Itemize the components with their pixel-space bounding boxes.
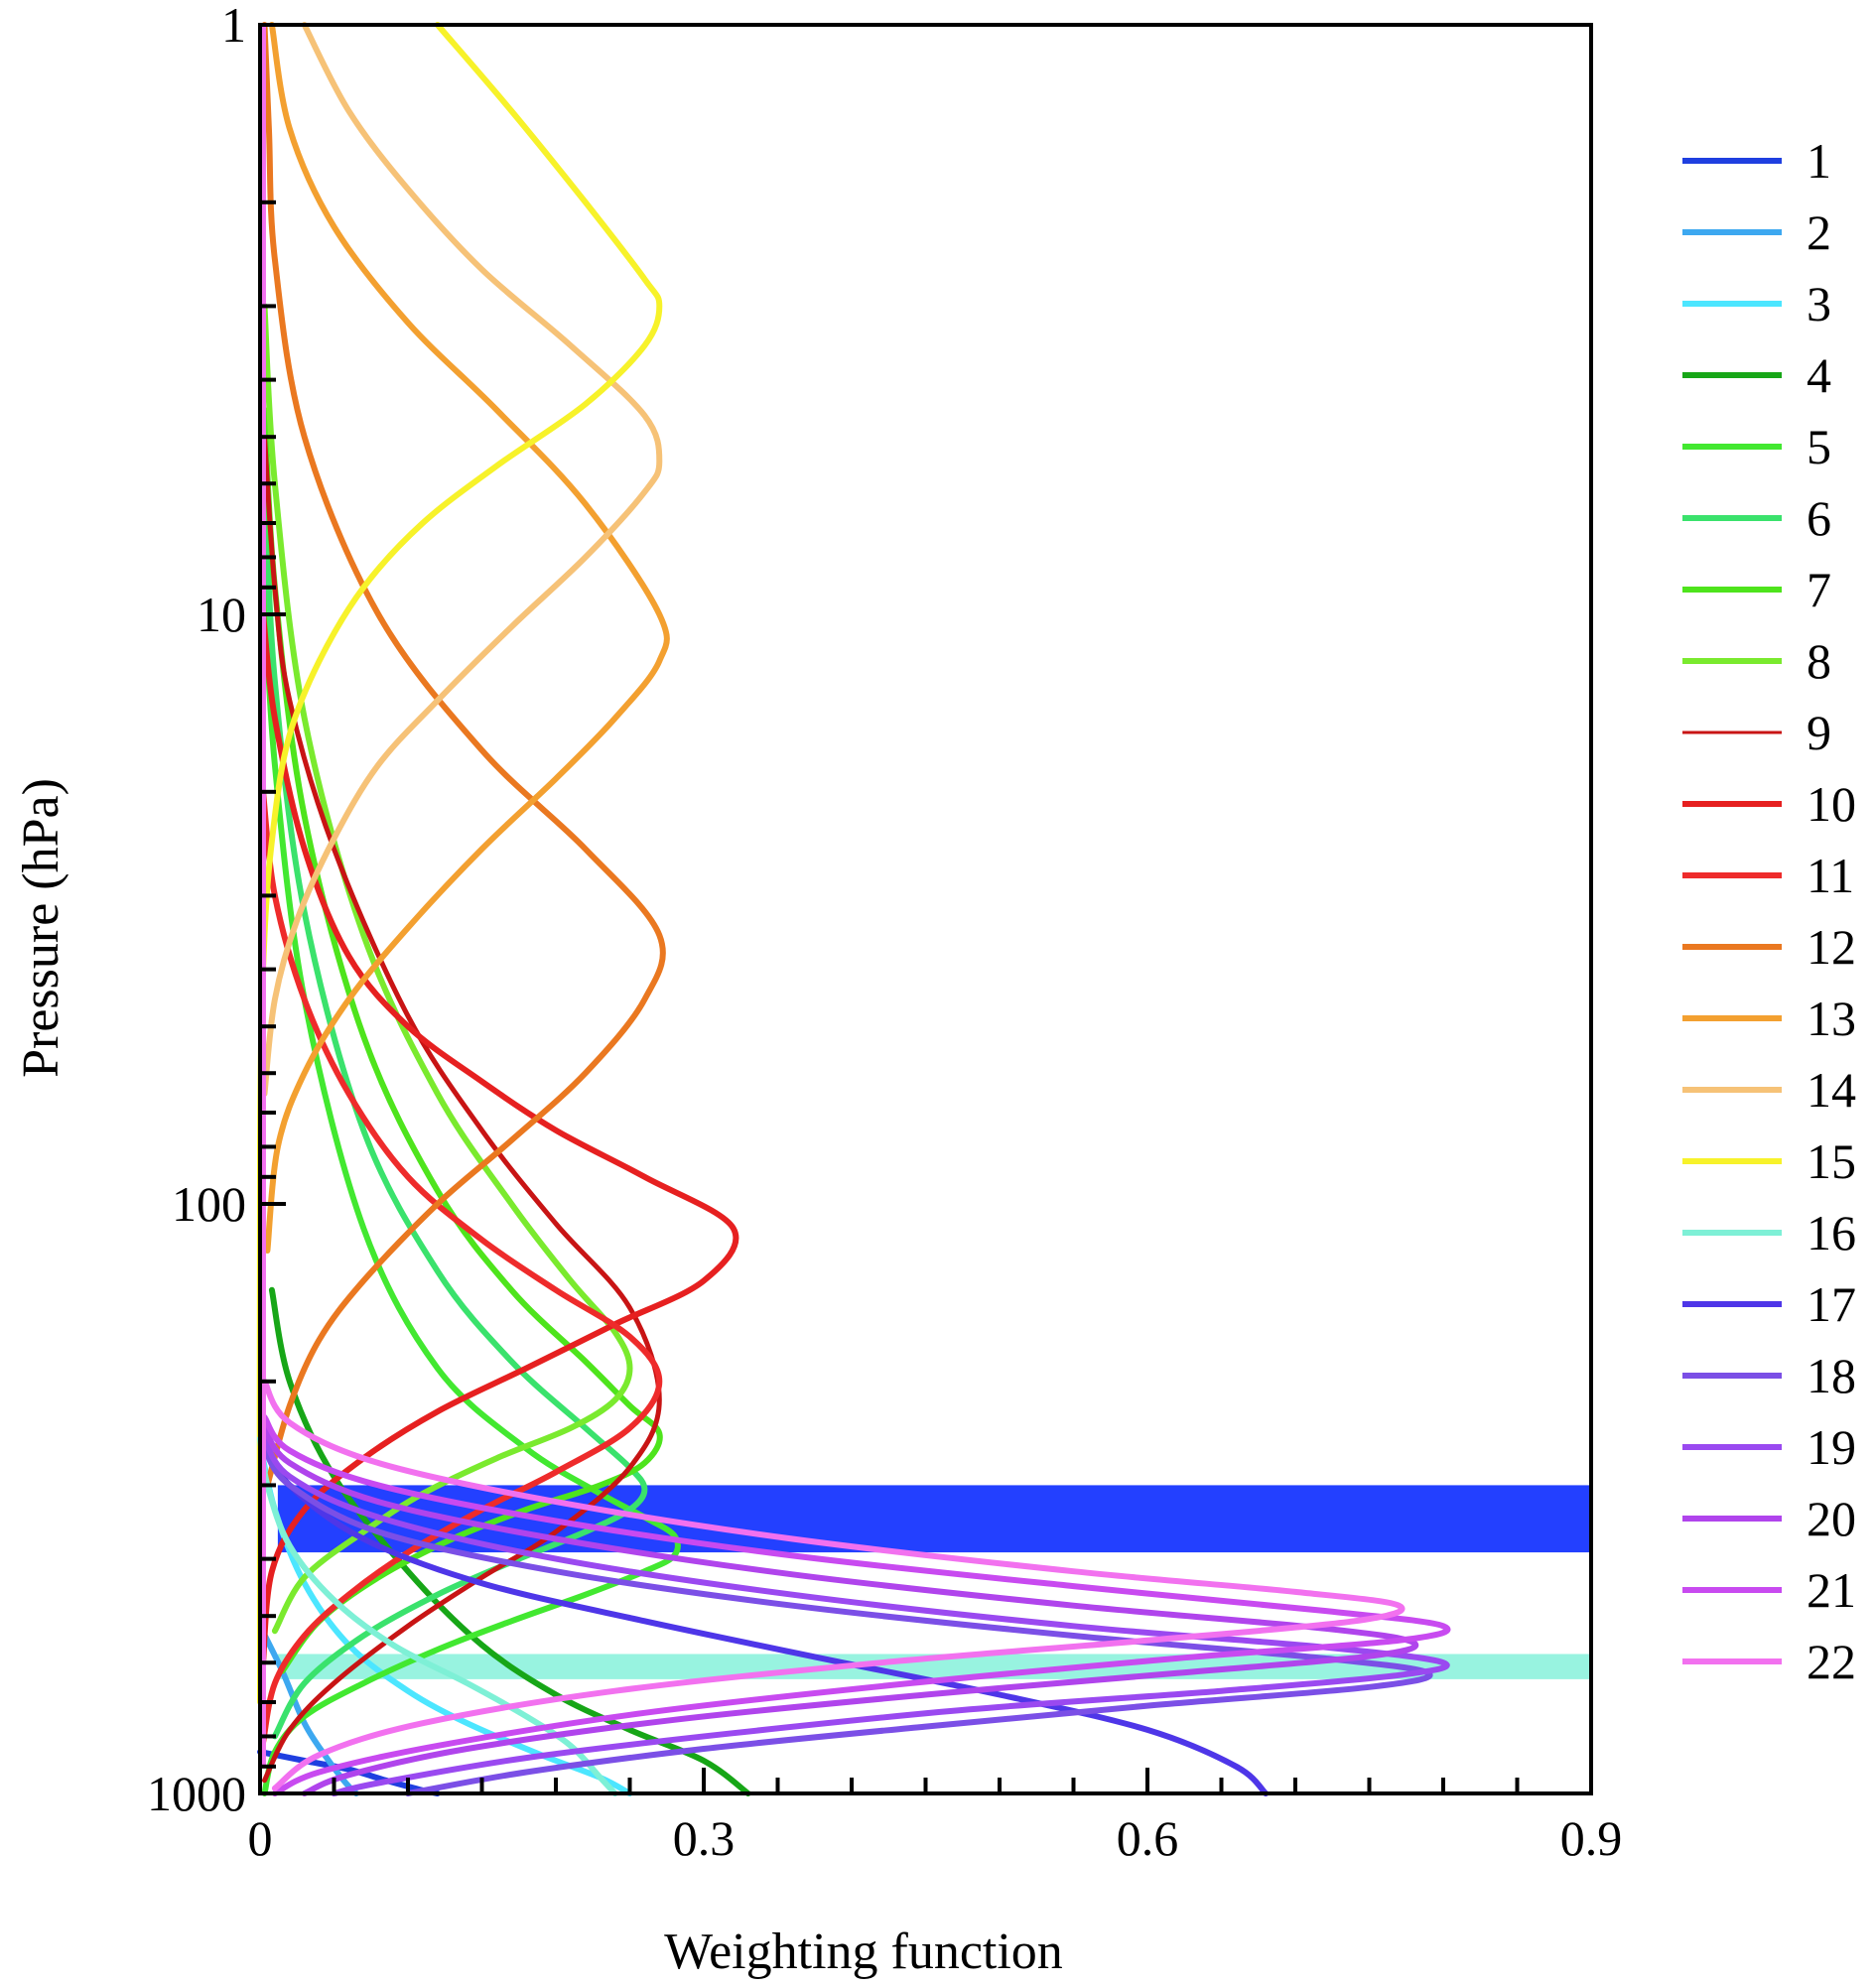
legend-label-22: 22 (1807, 1634, 1856, 1689)
legend-label-17: 17 (1807, 1276, 1856, 1332)
legend-label-13: 13 (1807, 991, 1856, 1046)
y-tick-label: 100 (172, 1176, 246, 1232)
series-line-22 (261, 1378, 1406, 1791)
legend-label-10: 10 (1807, 776, 1856, 832)
x-tick-label: 0.3 (673, 1810, 736, 1866)
series-line-18 (261, 1445, 1433, 1796)
legend-label-9: 9 (1807, 705, 1831, 760)
legend-label-2: 2 (1807, 204, 1831, 260)
legend-label-18: 18 (1807, 1348, 1856, 1403)
series-line-20 (261, 1424, 1419, 1796)
series-lines (256, 22, 1451, 1796)
y-axis-title: Pressure (hPa) (13, 778, 69, 1078)
series-line-21 (261, 1413, 1451, 1796)
y-tick-label: 1 (221, 0, 246, 53)
legend-label-4: 4 (1807, 347, 1831, 403)
series-line-12 (261, 22, 666, 1489)
legend-label-5: 5 (1807, 419, 1831, 474)
legend-label-16: 16 (1807, 1205, 1856, 1260)
x-tick-label: 0.6 (1117, 1810, 1179, 1866)
legend-label-7: 7 (1807, 562, 1831, 617)
legend-label-6: 6 (1807, 490, 1831, 546)
legend-label-21: 21 (1807, 1562, 1856, 1618)
legend-label-12: 12 (1807, 919, 1856, 975)
x-tick-label: 0 (248, 1810, 273, 1866)
series-line-6 (261, 480, 648, 1740)
y-tick-label: 1000 (147, 1766, 246, 1821)
axes: 0 0.3 0.6 0.9 1 10 100 1000 (147, 0, 1622, 1866)
series-line-13 (264, 22, 670, 1254)
series-line-19 (261, 1435, 1450, 1796)
series-line-16 (257, 1435, 618, 1796)
series-line-11 (260, 788, 663, 1746)
legend-label-3: 3 (1807, 276, 1831, 331)
legend-label-8: 8 (1807, 633, 1831, 689)
y-tick-label: 10 (197, 587, 246, 642)
legend-label-20: 20 (1807, 1491, 1856, 1546)
series-line-17 (260, 1435, 1270, 1796)
legend-label-14: 14 (1807, 1062, 1856, 1118)
series-line-7 (261, 407, 663, 1674)
legend-label-15: 15 (1807, 1133, 1856, 1189)
series-line-14 (261, 22, 663, 1097)
legend-label-11: 11 (1807, 848, 1854, 903)
x-tick-label: 0.9 (1560, 1810, 1623, 1866)
legend-label-1: 1 (1807, 133, 1831, 189)
series-line-9 (262, 434, 662, 1784)
legend-label-19: 19 (1807, 1419, 1856, 1475)
x-axis-title: Weighting function (664, 1923, 1063, 1980)
